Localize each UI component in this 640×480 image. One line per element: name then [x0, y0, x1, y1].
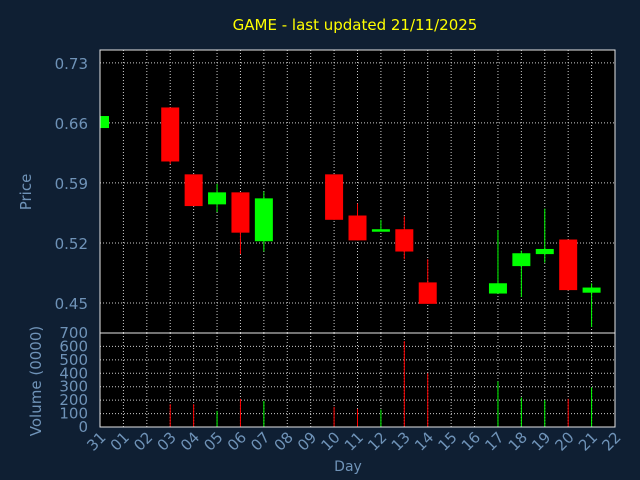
candle-body: [208, 192, 227, 205]
x-axis-label: Day: [334, 459, 362, 475]
price-tick-label: 0.73: [55, 55, 88, 73]
volume-tick-label: 700: [59, 324, 88, 342]
volume-axis-label: Volume (0000): [27, 326, 45, 436]
candle-body: [395, 229, 414, 252]
x-tick-label: 11: [341, 428, 367, 454]
x-tick-label: 01: [107, 428, 133, 454]
candle-body: [582, 287, 601, 293]
x-tick-label: 12: [364, 428, 390, 454]
volume-tick-label: 200: [59, 391, 88, 409]
volume-tick-label: 400: [59, 364, 88, 382]
price-axis-label: Price: [17, 174, 35, 211]
price-tick-label: 0.45: [55, 295, 88, 313]
candle-body: [559, 239, 578, 291]
x-tick-label: 17: [481, 428, 507, 454]
candle-body: [325, 174, 344, 220]
chart-title: GAME - last updated 21/11/2025: [233, 16, 478, 34]
x-tick-label: 08: [271, 428, 297, 454]
candle-body: [161, 107, 180, 162]
x-tick-label: 06: [224, 428, 250, 454]
candle-body: [535, 248, 554, 255]
volume-tick-label: 100: [59, 405, 88, 423]
x-tick-label: 22: [598, 428, 624, 454]
x-tick-label: 18: [505, 428, 531, 454]
x-tick-label: 07: [247, 428, 273, 454]
candle-body: [371, 229, 390, 232]
x-tick-label: 14: [411, 428, 437, 454]
candle-body: [418, 282, 437, 304]
candle-body: [254, 198, 273, 242]
x-tick-label: 03: [154, 428, 180, 454]
x-tick-label: 02: [130, 428, 156, 454]
x-tick-label: 13: [388, 428, 414, 454]
x-tick-label: 20: [552, 428, 578, 454]
candle-body: [512, 253, 531, 267]
x-tick-label: 05: [200, 428, 226, 454]
volume-tick-label: 500: [59, 351, 88, 369]
x-tick-label: 16: [458, 428, 484, 454]
candle-body: [100, 116, 109, 129]
x-tick-label: 04: [177, 428, 203, 454]
candle-body: [231, 192, 250, 233]
candle-body: [184, 174, 203, 207]
price-tick-label: 0.66: [55, 115, 88, 133]
volume-tick-label: 300: [59, 378, 88, 396]
x-tick-label: 21: [575, 428, 601, 454]
volume-tick-label: 0: [78, 418, 88, 436]
candle-body: [348, 215, 367, 241]
x-tick-label: 09: [294, 428, 320, 454]
x-tick-label: 10: [317, 428, 343, 454]
price-tick-label: 0.59: [55, 175, 88, 193]
x-tick-label: 15: [434, 428, 460, 454]
x-tick-label: 19: [528, 428, 554, 454]
candle-body: [488, 283, 507, 294]
price-tick-label: 0.52: [55, 235, 88, 253]
volume-frame: [99, 332, 616, 428]
volume-tick-label: 600: [59, 337, 88, 355]
